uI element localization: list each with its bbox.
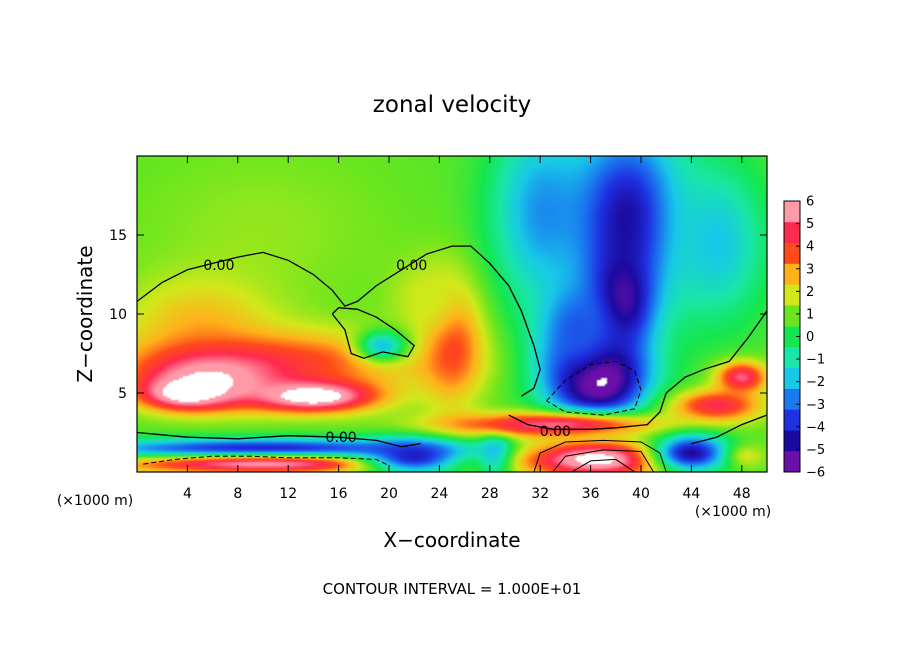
contour-label: 0.00 [396,258,427,274]
colorbar-tick-label: 0 [806,330,814,345]
colorbar-tick-label: −2 [806,375,825,390]
colorbar-cell [784,409,800,431]
y-tick-label: 15 [109,228,127,244]
x-tick-label: 32 [531,486,549,502]
colorbar-cell [784,201,800,223]
colorbar-tick-label: 2 [806,285,814,300]
positive-contour-line [533,439,667,472]
colorbar-cell [784,284,800,306]
x-unit-label-left: (×1000 m) [57,493,133,509]
colorbar-cell [784,367,800,389]
contour-lines [137,245,767,472]
contour-label: 0.00 [326,430,357,446]
colorbar-ticks: 6 5 4 3 2 1 0 −1 −2 −3 −4 −5 −6 [796,195,825,481]
x-tick-label: 40 [632,486,650,502]
x-tick-label: 44 [682,486,700,502]
zero-contour-line [137,431,421,448]
colorbar-tick-label: 5 [806,217,814,232]
x-tick-label: 28 [481,486,499,502]
colorbar-tick-label: 4 [806,240,814,255]
velocity-field [137,156,767,472]
x-tick-label: 8 [233,486,242,502]
y-axis-label: Z−coordinate [73,245,97,382]
contour-labels: 0.00 0.00 0.00 0.00 [203,258,571,446]
colorbar-tick-label: −1 [806,353,825,368]
colorbar-cell [784,242,800,264]
zero-contour-line [331,307,416,359]
y-tick-label: 10 [109,307,127,323]
contour-interval-note: CONTOUR INTERVAL = 1.000E+01 [323,580,582,598]
colorbar-tick-label: 3 [806,262,814,277]
y-axis-ticks: 5 10 15 [109,228,767,402]
x-tick-label: 12 [279,486,297,502]
x-unit-label-right: (×1000 m) [695,504,771,520]
y-tick-label: 5 [118,386,127,402]
x-tick-label: 4 [183,486,192,502]
colorbar-cell [784,451,800,473]
colorbar-tick-label: 6 [806,195,814,210]
colorbar-tick-label: −3 [806,398,825,413]
colorbar-tick-label: −4 [806,420,825,435]
colorbar-cell [784,430,800,452]
x-axis-ticks: 4 8 12 16 20 24 28 32 36 40 44 48 [183,156,751,502]
negative-contour-line [143,455,390,467]
negative-contour-line [546,360,642,416]
chart-title: zonal velocity [373,92,531,118]
x-tick-label: 24 [430,486,448,502]
zero-contour-line [508,310,767,430]
colorbar-cell [784,388,800,410]
contour-label: 0.00 [203,258,234,274]
colorbar-cell [784,305,800,327]
colorbar-cell [784,346,800,369]
contour-label: 0.00 [540,424,571,440]
x-tick-label: 16 [330,486,348,502]
x-axis-label: X−coordinate [383,528,520,552]
colorbar-tick-label: 1 [806,307,814,322]
positive-contour-line [552,449,655,472]
colorbar-cell [784,221,800,243]
zero-contour-line [137,245,541,397]
x-tick-label: 48 [733,486,751,502]
x-tick-label: 20 [380,486,398,502]
zero-contour-line [691,414,767,445]
positive-contour-line [571,458,635,472]
x-tick-label: 36 [582,486,600,502]
colorbar-cell [784,263,800,285]
colorbar-tick-label: −6 [806,466,825,481]
colorbar-tick-label: −5 [806,443,825,458]
colorbar-cell [784,326,800,348]
